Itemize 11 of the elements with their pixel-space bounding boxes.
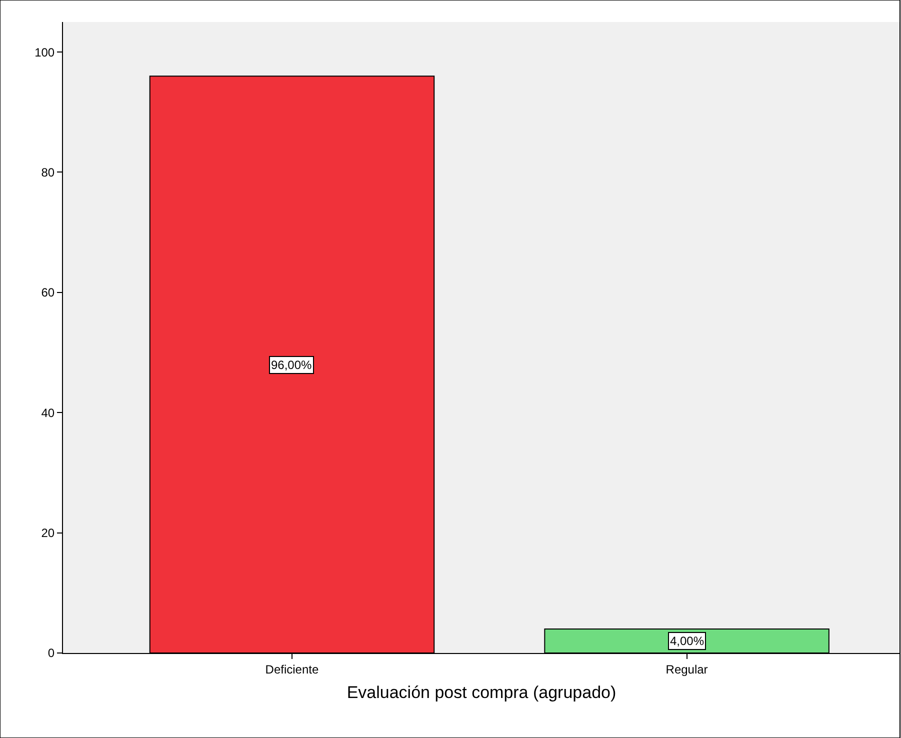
x-tick-label: Regular — [666, 662, 708, 676]
y-tick-label: 60 — [41, 286, 55, 300]
y-tick-label: 40 — [41, 406, 55, 420]
y-tick-label: 80 — [41, 165, 55, 180]
y-tick-label: 100 — [34, 45, 55, 60]
data-label: 4,00% — [670, 634, 704, 648]
y-tick-label: 20 — [41, 526, 55, 540]
x-tick-label: Deficiente — [265, 662, 319, 676]
data-label: 96,00% — [271, 358, 312, 372]
x-axis-title: Evaluación post compra (agrupado) — [346, 682, 616, 702]
y-tick-label: 0 — [48, 646, 55, 660]
